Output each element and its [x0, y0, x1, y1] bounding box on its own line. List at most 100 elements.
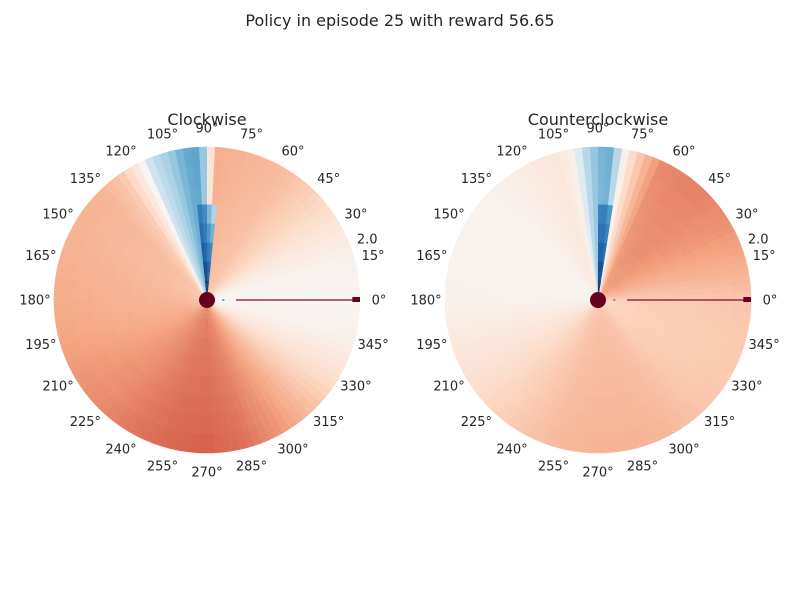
- heatmap-cell: [617, 392, 629, 413]
- angle-tick-label: 150°: [42, 208, 73, 223]
- heatmap-cell: [110, 232, 130, 249]
- heatmap-cell: [131, 308, 151, 317]
- heatmap-cell: [627, 408, 641, 430]
- angle-tick-label: 45°: [317, 172, 340, 187]
- heatmap-cell: [632, 427, 647, 449]
- heatmap-cell: [235, 233, 249, 252]
- heatmap-cell: [185, 266, 198, 285]
- heatmap-cell: [639, 361, 655, 381]
- heatmap-cell: [340, 306, 361, 317]
- heatmap-cell: [590, 165, 598, 186]
- heatmap-cell: [180, 247, 192, 267]
- heatmap-cell: [303, 356, 324, 374]
- heatmap-cell: [165, 389, 178, 410]
- heatmap-cell: [645, 200, 661, 220]
- heatmap-cell: [256, 261, 276, 274]
- heatmap-cell: [577, 335, 587, 355]
- heatmap-cell: [599, 319, 603, 339]
- heatmap-cell: [317, 264, 339, 277]
- heatmap-cell: [236, 263, 254, 278]
- angle-tick-label: 270°: [582, 466, 613, 481]
- heatmap-cell: [613, 278, 632, 291]
- heatmap-cell: [566, 275, 584, 289]
- heatmap-cell: [92, 191, 113, 211]
- heatmap-cell: [224, 412, 236, 433]
- heatmap-cell: [672, 279, 693, 289]
- heatmap-cell: [633, 279, 653, 289]
- heatmap-cell: [211, 318, 220, 338]
- heatmap-cell: [680, 241, 701, 257]
- heatmap-cell: [227, 352, 239, 372]
- heatmap-cell: [318, 215, 340, 234]
- heatmap-cell: [244, 305, 265, 312]
- heatmap-cell: [540, 303, 561, 310]
- heatmap-cell: [299, 269, 320, 281]
- heatmap-cell: [171, 229, 184, 250]
- heatmap-cell: [201, 376, 208, 396]
- heatmap-cell: [174, 277, 192, 290]
- heatmap-cell: [657, 239, 676, 256]
- heatmap-cell: [502, 300, 522, 306]
- heatmap-cell: [530, 180, 546, 201]
- heatmap-cell: [224, 353, 235, 374]
- heatmap-cell: [573, 314, 587, 332]
- angle-tick-label: 195°: [25, 338, 56, 353]
- heatmap-cell: [559, 231, 572, 251]
- heatmap-cell: [616, 303, 636, 310]
- heatmap-cell: [586, 318, 594, 338]
- heatmap-cell: [564, 330, 578, 349]
- heatmap-cell: [209, 223, 216, 243]
- heatmap-cell: [518, 187, 536, 208]
- heatmap-cell: [214, 375, 223, 396]
- heatmap-cell: [512, 252, 532, 266]
- heatmap-cell: [236, 322, 254, 337]
- heatmap-cell: [599, 242, 605, 262]
- heatmap-cell: [577, 205, 587, 226]
- heatmap-cell: [483, 282, 504, 291]
- heatmap-cell: [513, 167, 532, 189]
- heatmap-cell: [331, 244, 353, 259]
- heatmap-cell: [559, 302, 580, 309]
- heatmap-cell: [247, 245, 265, 262]
- heatmap-cell: [164, 170, 178, 192]
- heatmap-cell: [566, 228, 578, 248]
- heatmap-cell: [607, 266, 619, 284]
- heatmap-cell: [245, 296, 265, 300]
- heatmap-cell: [651, 231, 670, 249]
- heatmap-cell: [562, 307, 582, 318]
- heatmap-cell: [601, 262, 608, 282]
- heatmap-cell: [160, 263, 178, 278]
- heatmap-cell: [175, 311, 193, 325]
- heatmap-cell: [184, 267, 197, 285]
- heatmap-cell: [449, 334, 471, 349]
- heatmap-cell: [264, 299, 284, 305]
- heatmap-cell: [574, 354, 584, 375]
- heatmap-cell: [571, 334, 583, 353]
- heatmap-cell: [523, 276, 544, 286]
- heatmap-cell: [212, 337, 220, 357]
- heatmap-cell: [583, 414, 593, 435]
- heatmap-cell: [110, 404, 129, 425]
- heatmap-cell: [150, 305, 170, 313]
- heatmap-cell: [281, 355, 301, 373]
- heatmap-cell: [530, 377, 547, 397]
- heatmap-cell: [682, 247, 704, 262]
- heatmap-cell: [284, 351, 304, 368]
- heatmap-cell: [551, 387, 565, 408]
- heatmap-cell: [647, 261, 667, 274]
- heatmap-cell: [221, 275, 239, 289]
- chart-title-clockwise: Clockwise: [167, 110, 246, 129]
- heatmap-cell: [634, 307, 655, 315]
- heatmap-cell: [146, 222, 163, 241]
- heatmap-cell: [154, 315, 174, 327]
- heatmap-cell: [165, 409, 178, 430]
- heatmap-cell: [214, 243, 222, 264]
- heatmap-cell: [276, 327, 297, 340]
- heatmap-cell: [571, 247, 583, 267]
- heatmap-cell: [488, 329, 509, 342]
- heatmap-cell: [677, 236, 698, 253]
- heatmap-cell: [278, 195, 297, 215]
- heatmap-cell: [635, 290, 656, 297]
- heatmap-cell: [577, 224, 587, 245]
- heatmap-cell: [682, 399, 702, 420]
